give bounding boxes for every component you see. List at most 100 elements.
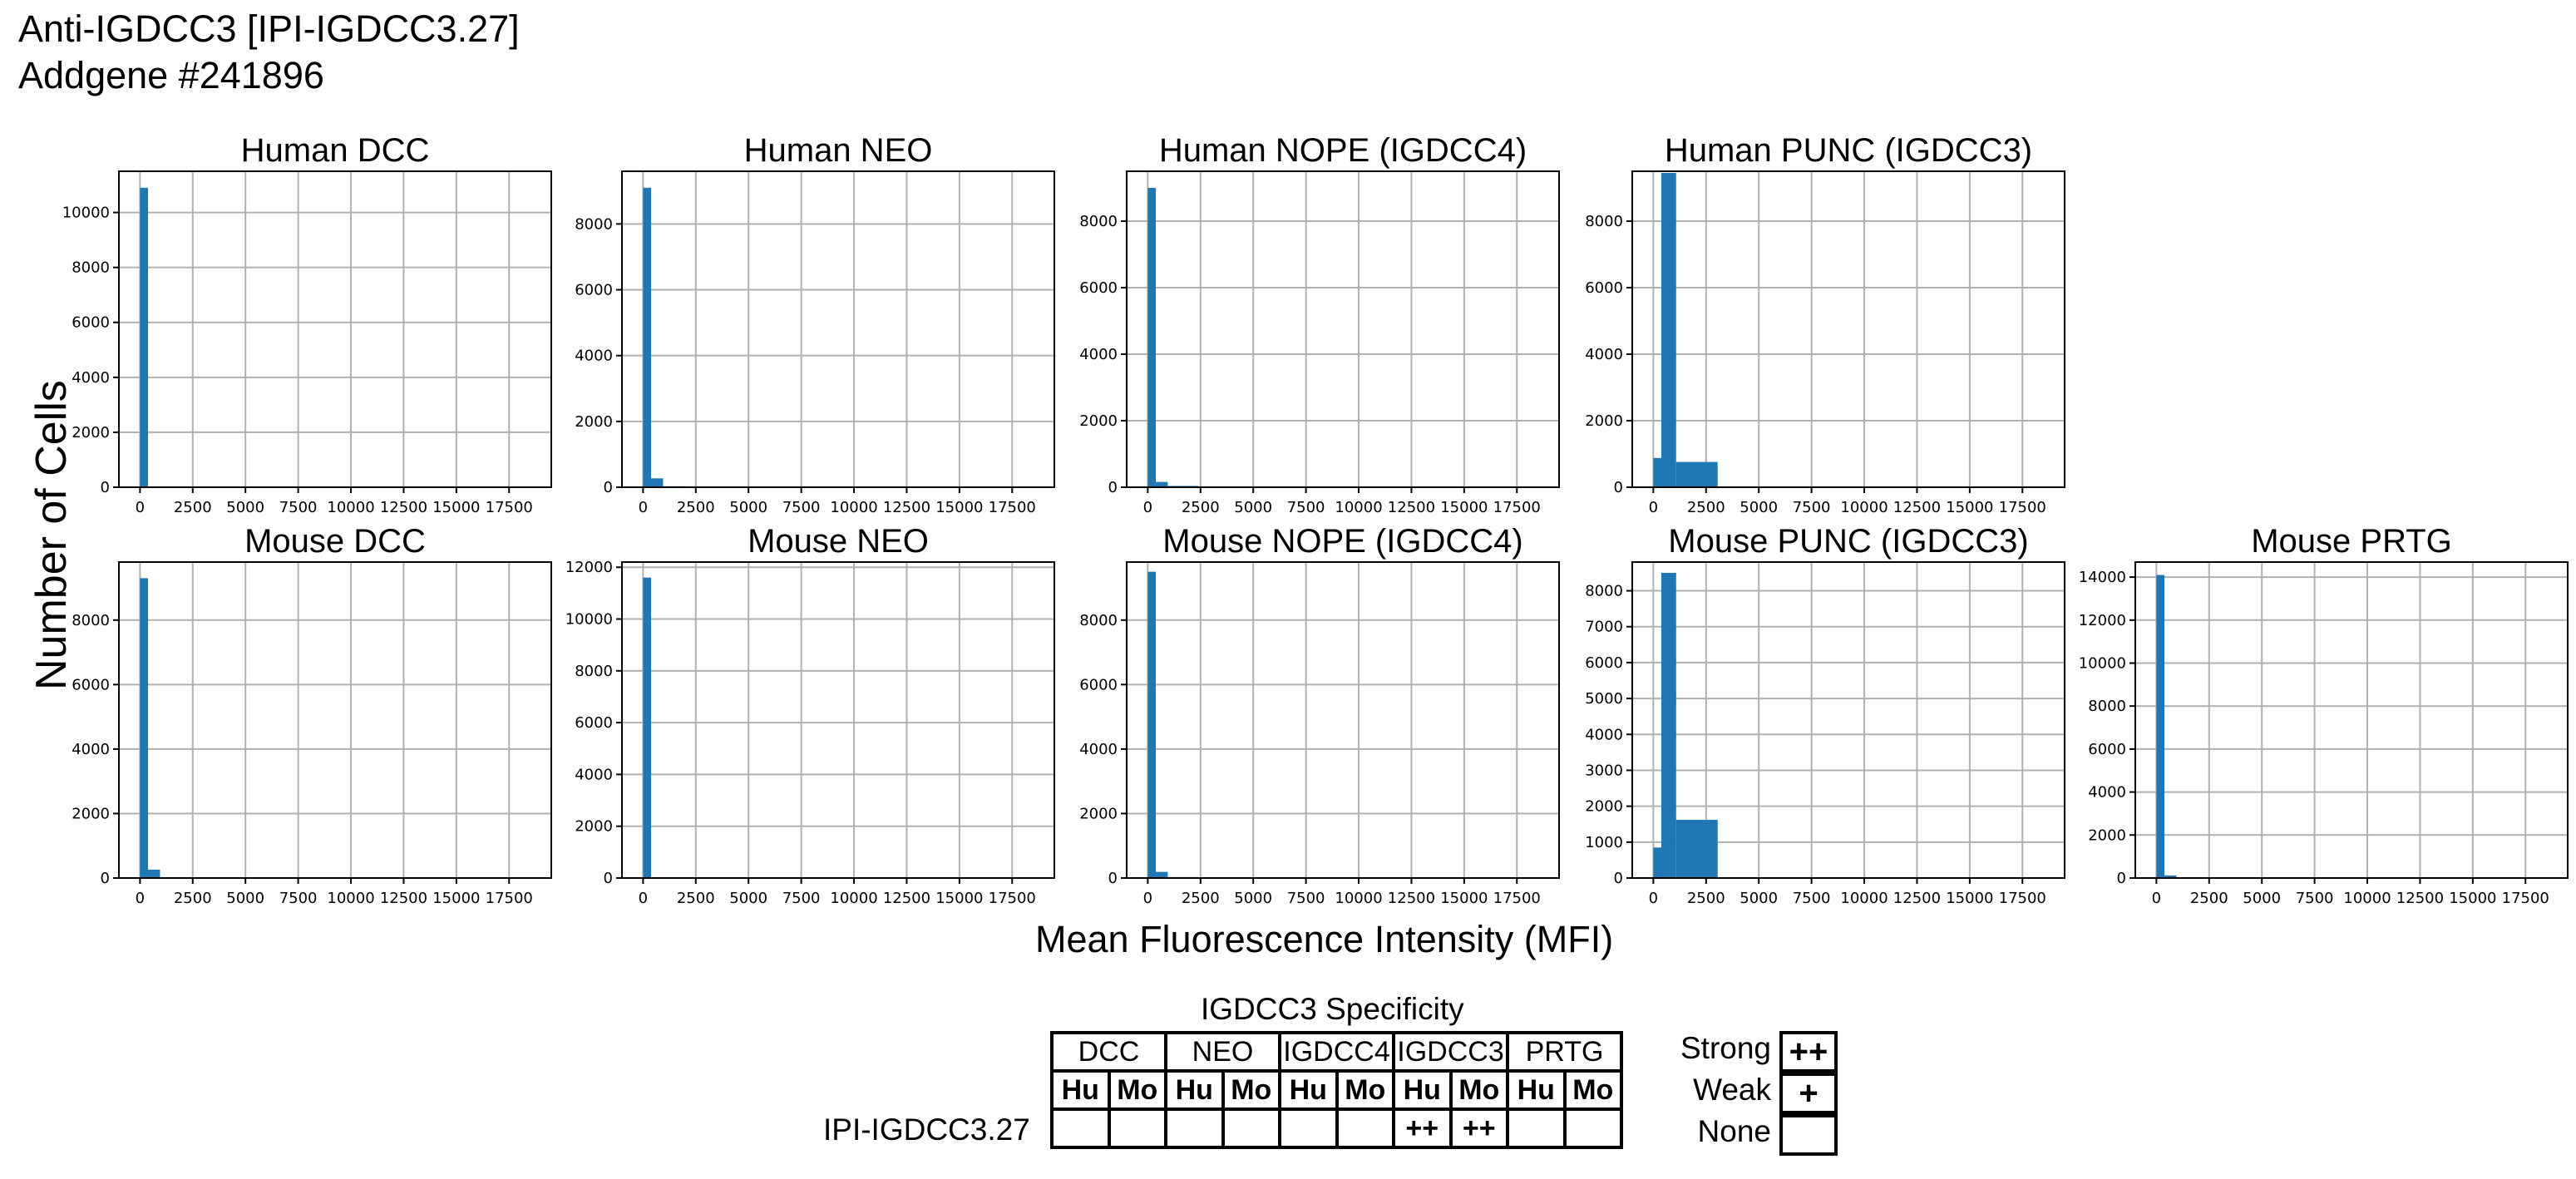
y-tick-label: 4000 xyxy=(1079,346,1118,363)
table-cell xyxy=(1107,1107,1167,1149)
x-tick-label: 0 xyxy=(1649,499,1658,516)
x-tick-label: 17500 xyxy=(486,890,533,907)
x-tick-label: 7500 xyxy=(782,890,821,907)
x-tick-label: 10000 xyxy=(1335,890,1382,907)
x-tick-label: 0 xyxy=(1143,890,1152,907)
x-tick-label: 12500 xyxy=(883,499,930,516)
x-tick-label: 12500 xyxy=(1388,499,1435,516)
y-tick-label: 0 xyxy=(1108,479,1118,496)
table-row: ++ ++ xyxy=(1050,1107,1623,1149)
y-tick-label: 8000 xyxy=(1585,583,1623,600)
x-tick-label: 10000 xyxy=(1840,499,1888,516)
x-tick-label: 12500 xyxy=(380,890,427,907)
x-tick-label: 5000 xyxy=(1234,499,1272,516)
y-tick-label: 6000 xyxy=(72,676,110,693)
y-tick-label: 6000 xyxy=(1585,654,1623,672)
plot-frame xyxy=(1631,561,2065,879)
x-tick-label: 0 xyxy=(639,499,648,516)
table-cell xyxy=(1164,1107,1225,1149)
y-tick-label: 0 xyxy=(2117,870,2126,887)
y-tick-label: 4000 xyxy=(72,741,110,758)
y-tick-label: 14000 xyxy=(2079,569,2126,586)
y-tick-label: 2000 xyxy=(72,805,110,822)
figure-title-line-2: Addgene #241896 xyxy=(18,54,324,96)
table-row-label: IPI-IGDCC3.27 xyxy=(823,1112,1030,1147)
x-tick-label: 15000 xyxy=(1440,499,1488,516)
y-tick-label: 2000 xyxy=(1079,412,1118,430)
histogram-bar xyxy=(2164,875,2177,878)
x-tick-label: 10000 xyxy=(830,890,877,907)
y-tick-label: 3000 xyxy=(1585,762,1623,779)
plot-frame xyxy=(118,170,552,488)
x-tick-label: 0 xyxy=(1649,890,1658,907)
y-tick-label: 2000 xyxy=(575,413,613,431)
table-cell: ++ xyxy=(1392,1107,1453,1149)
y-tick-label: 4000 xyxy=(2088,784,2126,802)
group-header: IGDCC3 xyxy=(1392,1031,1509,1073)
y-tick-label: 2000 xyxy=(1079,805,1118,822)
x-tick-label: 5000 xyxy=(729,890,767,907)
plot-frame xyxy=(2134,561,2569,879)
y-tick-label: 8000 xyxy=(1079,213,1118,230)
chart-title: Mouse PUNC (IGDCC3) xyxy=(1668,523,2028,560)
y-tick-label: 6000 xyxy=(575,282,613,299)
y-tick-label: 0 xyxy=(1614,479,1623,496)
chart-title: Human NOPE (IGDCC4) xyxy=(1159,132,1527,169)
group-header: NEO xyxy=(1164,1031,1281,1073)
y-tick-label: 4000 xyxy=(1079,741,1118,758)
y-tick-label: 1000 xyxy=(1585,834,1623,851)
table-cell xyxy=(1506,1107,1567,1149)
group-header: IGDCC4 xyxy=(1278,1031,1395,1073)
species-header: Hu xyxy=(1506,1069,1567,1111)
x-tick-label: 10000 xyxy=(2343,890,2391,907)
x-tick-label: 7500 xyxy=(279,890,318,907)
y-tick-label: 2000 xyxy=(575,818,613,836)
histogram-bar xyxy=(140,578,149,878)
x-tick-label: 15000 xyxy=(432,890,480,907)
x-tick-label: 5000 xyxy=(226,890,264,907)
y-tick-label: 5000 xyxy=(1585,690,1623,708)
histogram-bar xyxy=(1147,188,1157,487)
x-tick-label: 12500 xyxy=(1893,890,1941,907)
legend-label-none: None xyxy=(1697,1114,1771,1148)
plot-frame xyxy=(118,561,552,879)
x-tick-label: 0 xyxy=(136,499,145,516)
group-header: PRTG xyxy=(1506,1031,1623,1073)
y-tick-label: 2000 xyxy=(1585,412,1623,430)
histogram-bar xyxy=(1156,871,1168,878)
y-tick-label: 12000 xyxy=(2079,612,2126,629)
legend-symbol-weak: + xyxy=(1779,1073,1838,1114)
table-cell xyxy=(1335,1107,1395,1149)
y-tick-label: 0 xyxy=(604,479,613,496)
x-tick-label: 0 xyxy=(136,890,145,907)
chart-title: Human NEO xyxy=(744,132,933,169)
species-header: Hu xyxy=(1164,1069,1225,1111)
legend-symbol-none xyxy=(1779,1114,1838,1156)
y-tick-label: 8000 xyxy=(1079,612,1118,629)
x-tick-label: 17500 xyxy=(1999,499,2046,516)
plot-frame xyxy=(1126,561,1560,879)
x-tick-label: 10000 xyxy=(830,499,877,516)
x-tick-label: 2500 xyxy=(1687,890,1725,907)
chart-title: Mouse NEO xyxy=(748,523,929,560)
y-tick-label: 0 xyxy=(101,870,110,887)
x-tick-label: 15000 xyxy=(935,890,983,907)
x-tick-label: 17500 xyxy=(2502,890,2549,907)
x-tick-label: 10000 xyxy=(1335,499,1382,516)
x-tick-label: 15000 xyxy=(1946,499,1993,516)
y-tick-label: 6000 xyxy=(1079,279,1118,297)
x-tick-label: 5000 xyxy=(1740,890,1778,907)
chart-title: Mouse DCC xyxy=(244,523,426,560)
species-header: Mo xyxy=(1107,1069,1167,1111)
chart-title: Human PUNC (IGDCC3) xyxy=(1665,132,2032,169)
histogram-bar xyxy=(1675,461,1718,487)
species-header: Mo xyxy=(1448,1069,1509,1111)
x-tick-label: 2500 xyxy=(1182,890,1220,907)
x-tick-label: 17500 xyxy=(1493,499,1541,516)
y-tick-label: 4000 xyxy=(575,766,613,783)
x-tick-label: 15000 xyxy=(1946,890,1993,907)
x-tick-label: 10000 xyxy=(327,499,374,516)
y-tick-label: 6000 xyxy=(575,714,613,732)
plot-frame xyxy=(1631,170,2065,488)
